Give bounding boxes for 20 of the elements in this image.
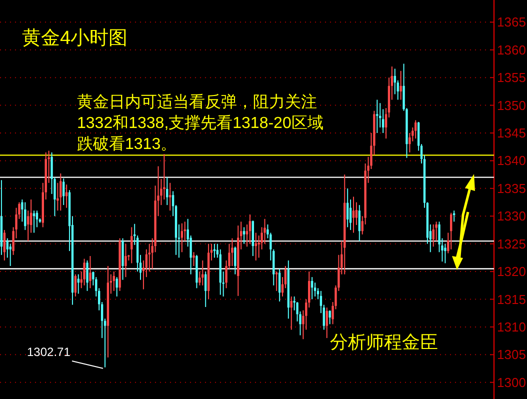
y-tick-label: 1310 [497, 319, 526, 334]
y-tick-label: 1315 [497, 292, 526, 307]
y-tick-label: 1330 [497, 208, 526, 224]
annotation: 黄金日内可适当看反弹，阻力关注 [77, 93, 317, 111]
y-tick-label: 1335 [497, 180, 526, 196]
y-tick-label: 1360 [497, 42, 526, 58]
annotation: 分析师程金臣 [330, 332, 438, 352]
annotation: 1332和1338,支撑先看1318-20区域 [77, 114, 324, 132]
y-tick-label: 1325 [497, 236, 526, 252]
y-tick-label: 1345 [497, 126, 526, 140]
y-tick-label: 1340 [497, 153, 526, 168]
y-tick-label: 1305 [497, 347, 526, 362]
y-tick-label: 1350 [497, 98, 526, 113]
y-tick-label: 1320 [497, 264, 526, 280]
text: 黄金4小时图 [22, 28, 128, 49]
y-tick-label: 1300 [497, 374, 526, 390]
annotation: 跌破看1313。 [77, 135, 177, 153]
y-tick-label: 1355 [497, 70, 526, 86]
y-tick-label: 1365 [497, 14, 526, 30]
annotation: 1302.71 [27, 345, 71, 359]
